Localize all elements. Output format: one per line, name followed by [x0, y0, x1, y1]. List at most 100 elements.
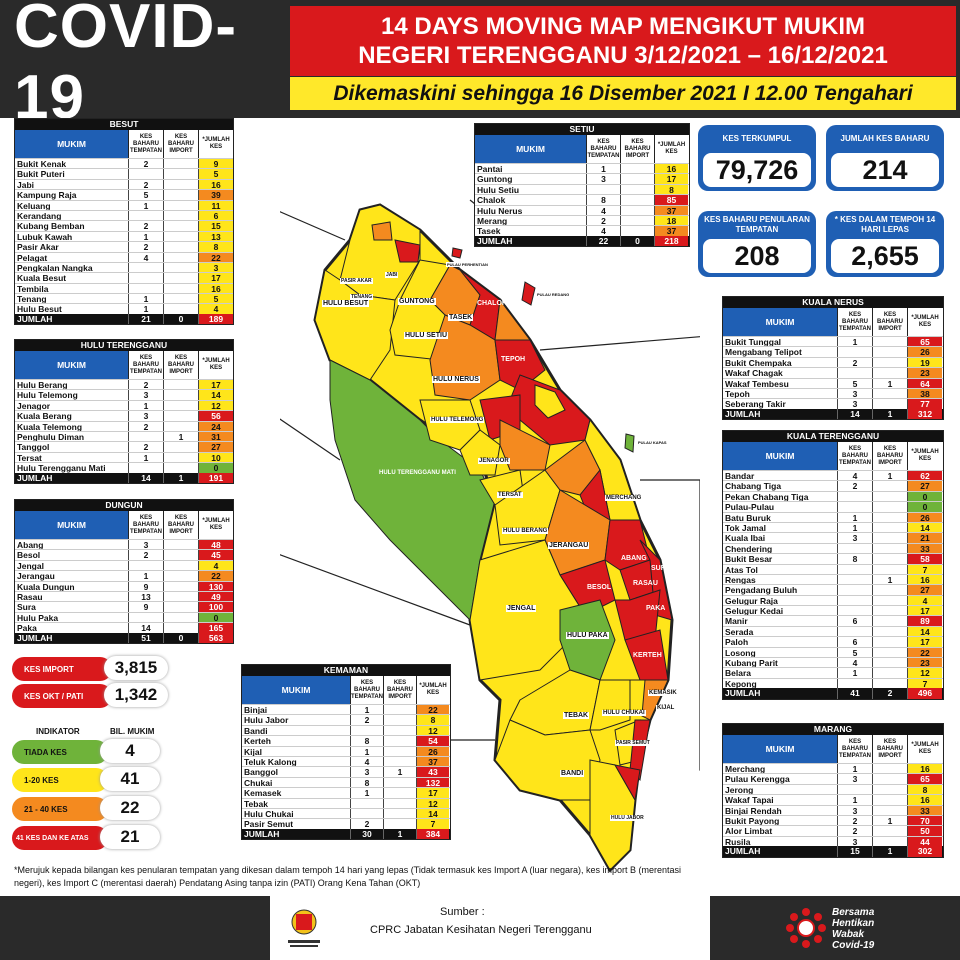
table-kuala-terengganu: KUALA TERENGGANU MUKIM KES BAHARU TEMPATAN…	[722, 430, 944, 700]
header-jumlah: *JUMLAH KES	[198, 130, 233, 158]
table-row: Belara 1 12	[723, 667, 943, 678]
table-total-row: JUMLAH 30 1 384	[242, 828, 450, 840]
table-row: Hulu Paka 0	[15, 611, 233, 623]
row-jumlah: 0	[907, 491, 942, 502]
header-jumlah: *JUMLAH KES	[654, 135, 688, 163]
row-value: 5	[837, 378, 872, 388]
row-value	[383, 736, 416, 746]
legend-count-header: BIL. MUKIM	[110, 727, 155, 736]
table-row: Banggol 3 1 43	[242, 766, 450, 777]
row-value	[620, 164, 654, 174]
label-hulu-telemong: HULU TELEMONG	[430, 417, 485, 423]
row-value: 1	[872, 815, 907, 826]
label-hulu-besut: HULU BESUT	[322, 300, 370, 307]
table-hulu-terengganu: HULU TERENGGANU MUKIM KES BAHARU TEMPATAN K…	[14, 339, 234, 484]
connector-lines	[280, 199, 700, 771]
row-mukim: Kampung Raja	[17, 190, 77, 200]
table-row: Rasau 13 49	[15, 590, 233, 602]
table-row: Hulu Setiu 8	[475, 183, 689, 195]
row-jumlah: 17	[907, 606, 942, 616]
row-mukim: Teluk Kalong	[244, 756, 297, 767]
row-jumlah: 44	[907, 836, 942, 847]
header-import: KES BAHARU IMPORT	[163, 351, 198, 379]
row-jumlah: 77	[907, 399, 942, 409]
row-value	[872, 595, 907, 606]
row-value: 1	[163, 431, 198, 442]
table-row: Hulu Terengganu Mati 0	[15, 462, 233, 473]
row-mukim: Kuala Telemong	[17, 421, 83, 431]
region-hulu-besut	[314, 269, 396, 381]
row-value: 1	[350, 788, 383, 798]
row-jumlah: 14	[907, 522, 942, 533]
label-hulu-paka: HULU PAKA	[566, 632, 609, 639]
row-value	[837, 585, 872, 595]
row-value: 2	[128, 442, 163, 452]
row-jumlah: 15	[198, 221, 233, 231]
row-mukim: Bukit Chempaka	[725, 357, 792, 368]
row-mukim: Pengadang Buluh	[725, 585, 798, 595]
card-title: * KES DALAM TEMPOH 14 HARI LEPAS	[834, 215, 936, 234]
row-value	[872, 585, 907, 595]
legend-1-20-kes-value: 41	[100, 767, 160, 791]
row-jumlah: 132	[416, 777, 449, 788]
row-mukim: Keluang	[17, 200, 51, 210]
row-mukim: Batu Buruk	[725, 512, 771, 522]
table-row: Bukit Payong 2 1 70	[723, 814, 943, 826]
row-value	[128, 463, 163, 473]
label-chalok: CHALOK	[477, 300, 507, 307]
table-row: Tembila 16	[15, 282, 233, 294]
row-value	[163, 200, 198, 210]
row-jumlah: 17	[198, 380, 233, 390]
row-value	[128, 431, 163, 442]
row-jumlah: 8	[198, 242, 233, 252]
header-mukim: MUKIM	[15, 130, 128, 158]
row-jumlah: 17	[907, 637, 942, 647]
row-value: 4	[128, 252, 163, 262]
row-value: 1	[128, 452, 163, 463]
header-import: KES BAHARU IMPORT	[872, 308, 907, 336]
legend-indicator-header: INDIKATOR	[36, 727, 80, 736]
table-row: Jerong 8	[723, 783, 943, 795]
connector-dungun	[280, 554, 471, 626]
row-jumlah: 14	[198, 390, 233, 400]
table-row: Sura 9 100	[15, 601, 233, 612]
header-local: KES BAHARU TEMPATAN	[837, 442, 872, 470]
total-label: JUMLAH	[725, 846, 761, 857]
total-value: 22	[586, 235, 620, 247]
row-value	[620, 215, 654, 226]
label-pasir-akar: PASIR AKAR	[340, 278, 373, 284]
row-mukim: Chalok	[477, 195, 506, 205]
row-value	[163, 262, 198, 273]
region-bandi	[494, 719, 601, 801]
label-tenang: TENANG	[350, 294, 374, 300]
row-value	[383, 715, 416, 725]
row-mukim: Wakaf Tembesu	[725, 378, 789, 388]
row-jumlah: 0	[907, 502, 942, 512]
row-value	[163, 442, 198, 452]
row-value	[872, 564, 907, 574]
row-mukim: Binjai Rendah	[725, 805, 782, 815]
table-row: Seberang Takir 3 77	[723, 398, 943, 409]
row-value	[837, 347, 872, 357]
row-mukim: Tepoh	[725, 388, 750, 399]
row-mukim: Wakaf Tapai	[725, 795, 774, 805]
table-row: Pekan Chabang Tiga 0	[723, 490, 943, 502]
row-mukim: Pulau-Pulau	[725, 502, 775, 512]
table-total-row: JUMLAH 15 1 302	[723, 846, 943, 857]
legend-41-kes-value: 21	[100, 825, 160, 849]
row-jumlah: 56	[198, 411, 233, 421]
total-value: 384	[416, 828, 449, 840]
region-merang	[494, 298, 531, 341]
row-value: 1	[837, 512, 872, 522]
row-value: 4	[350, 756, 383, 767]
row-value: 1	[128, 304, 163, 314]
table-besut: BESUT MUKIM KES BAHARU TEMPATAN KES BAHARU …	[14, 118, 234, 326]
label-pulau-redang: PULAU REDANG	[536, 292, 571, 297]
title-box: 14 DAYS MOVING MAP MENGIKUT MUKIM NEGERI…	[290, 6, 956, 76]
row-value	[620, 226, 654, 236]
header-jumlah: *JUMLAH KES	[198, 511, 233, 539]
row-jumlah: 38	[907, 388, 942, 399]
footnote: *Merujuk kepada bilangan kes penularan t…	[14, 865, 682, 888]
row-jumlah: 70	[907, 815, 942, 826]
row-value	[383, 746, 416, 756]
